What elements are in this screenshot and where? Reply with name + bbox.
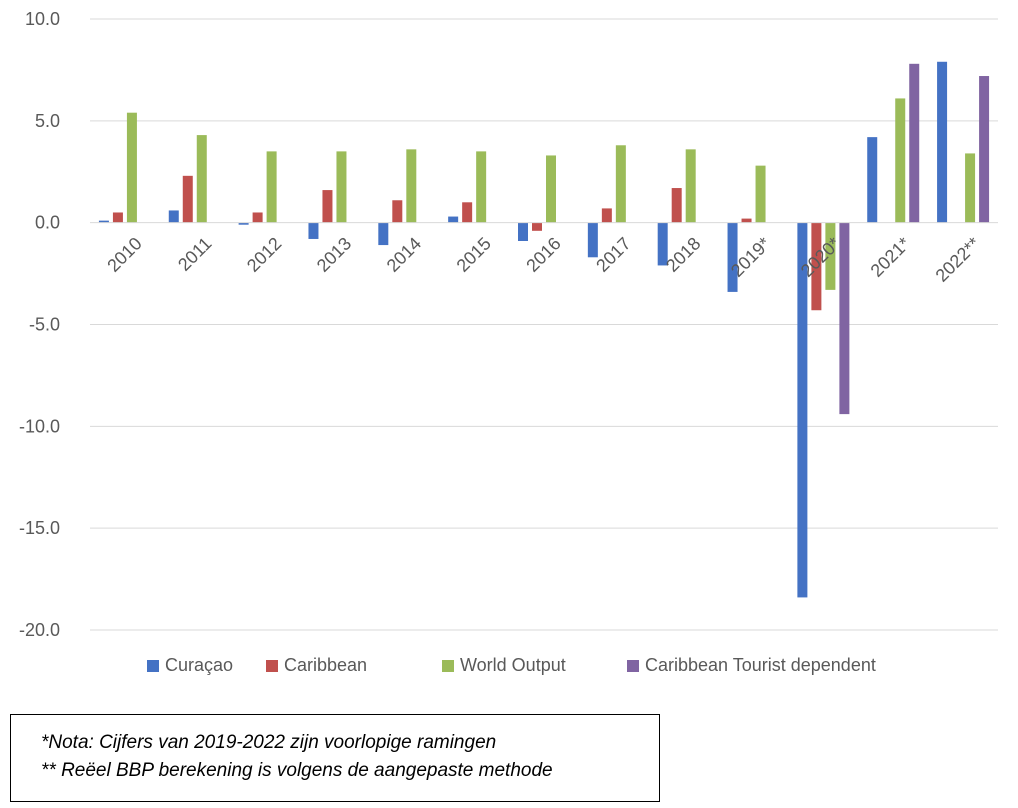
legend-swatch: [147, 660, 159, 672]
legend-label: Caribbean: [284, 655, 367, 675]
bar-cura-ao-12: [937, 61, 948, 223]
legend-label: Caribbean Tourist dependent: [645, 655, 876, 675]
bar-caribbean-8: [671, 188, 682, 223]
bar-cura-ao-11: [867, 137, 878, 223]
bar-caribbean-6: [532, 222, 542, 231]
bar-world-output-3: [336, 151, 347, 223]
y-axis-tick-labels: 10.0 5.0 0.0 -5.0 -10.0 -15.0 -20.0: [19, 9, 60, 640]
footnote-provisional: *Nota: Cijfers van 2019-2022 zijn voorlo…: [41, 732, 497, 753]
bar-cura-ao-0: [98, 220, 109, 223]
legend: Curaçao Caribbean World Output Caribbean To…: [147, 655, 876, 675]
y-tick-label: -10.0: [19, 416, 60, 436]
x-category-label: 2013: [313, 233, 355, 275]
bar-cura-ao-10: [797, 222, 808, 598]
legend-swatch: [627, 660, 639, 672]
x-category-label: 2017: [592, 233, 634, 275]
bar-caribbean-1: [182, 175, 193, 223]
bar-world-output-10: [825, 222, 836, 290]
bar-cura-ao-9: [727, 222, 738, 292]
x-category-label: 2015: [453, 233, 495, 275]
bar-cura-ao-4: [378, 222, 389, 246]
legend-swatch: [442, 660, 454, 672]
y-tick-label: 0.0: [35, 213, 60, 233]
bar-cura-ao-1: [168, 210, 179, 223]
bar-world-output-9: [755, 165, 766, 223]
bar-world-output-12: [965, 153, 976, 223]
bars: [98, 61, 990, 598]
x-axis-category-labels: 2010 2011 2012 2013 2014 2015 2016 2017 2018 2019…: [103, 233, 984, 285]
x-category-label: 2022**: [932, 233, 984, 285]
bar-caribbean-10: [811, 222, 822, 311]
y-tick-label: 5.0: [35, 111, 60, 131]
gridlines: [90, 18, 998, 631]
bar-caribbean-4: [392, 200, 403, 223]
bar-caribbean-2: [252, 212, 263, 223]
bar-world-output-2: [266, 151, 277, 223]
x-category-label: 2018: [662, 233, 704, 275]
y-tick-label: -5.0: [29, 315, 60, 335]
bar-world-output-11: [895, 98, 906, 223]
y-tick-label: -15.0: [19, 518, 60, 538]
bar-cura-ao-6: [518, 222, 528, 241]
bar-world-output-1: [196, 135, 207, 223]
bar-caribbean-tourist-dependent-12: [979, 76, 990, 223]
bar-caribbean-9: [741, 218, 752, 223]
bar-world-output-4: [406, 149, 417, 223]
bar-caribbean-5: [462, 202, 473, 223]
legend-swatch: [266, 660, 278, 672]
x-category-label: 2011: [174, 233, 216, 275]
bar-caribbean-7: [601, 208, 612, 223]
bar-chart: 10.0 5.0 0.0 -5.0 -10.0 -15.0 -20.0 2010 2011 20…: [19, 9, 998, 675]
bar-cura-ao-5: [448, 216, 459, 223]
bar-cura-ao-2: [238, 222, 249, 225]
footnote-box: *Nota: Cijfers van 2019-2022 zijn voorlo…: [10, 714, 660, 802]
x-category-label: 2021*: [867, 233, 914, 280]
x-category-label: 2014: [383, 233, 425, 275]
bar-caribbean-tourist-dependent-11: [909, 63, 920, 223]
y-tick-label: 10.0: [25, 9, 60, 29]
y-tick-label: -20.0: [19, 620, 60, 640]
bar-cura-ao-3: [308, 222, 319, 239]
x-category-label: 2010: [103, 233, 145, 275]
x-category-label: 2012: [243, 233, 285, 275]
bar-world-output-8: [685, 149, 696, 223]
legend-label: Curaçao: [165, 655, 233, 675]
legend-label: World Output: [460, 655, 566, 675]
bar-cura-ao-8: [657, 222, 668, 266]
bar-caribbean-0: [112, 212, 123, 223]
bar-world-output-7: [615, 145, 626, 223]
bar-caribbean-3: [322, 190, 333, 223]
bar-world-output-0: [126, 112, 137, 223]
footnote-method: ** Reëel BBP berekening is volgens de aa…: [41, 760, 553, 781]
x-category-label: 2016: [522, 233, 564, 275]
bar-world-output-5: [476, 151, 487, 223]
bar-world-output-6: [546, 155, 556, 223]
bar-caribbean-tourist-dependent-10: [839, 222, 850, 415]
bar-cura-ao-7: [587, 222, 598, 258]
